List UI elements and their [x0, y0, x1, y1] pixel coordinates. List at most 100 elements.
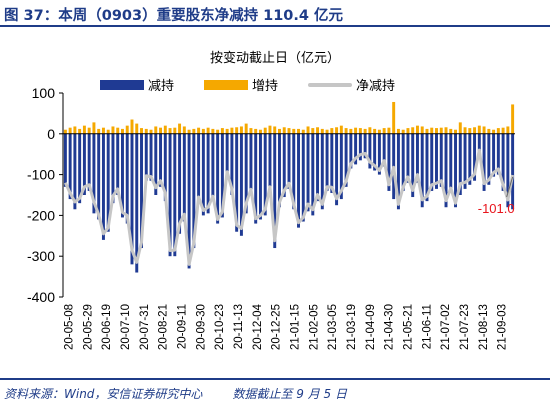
bar-reduce — [144, 133, 148, 181]
bar-reduce — [244, 133, 248, 214]
bar-reduce — [149, 133, 153, 181]
bar-increase — [225, 128, 229, 134]
bar-increase — [473, 127, 477, 134]
source-note: 资料来源：Wind，安信证券研究中心 — [4, 387, 203, 401]
bar-increase — [316, 127, 320, 134]
bar-reduce — [301, 133, 305, 222]
bar-increase — [287, 128, 291, 134]
bar-reduce — [68, 133, 72, 200]
bar-reduce — [320, 133, 324, 210]
bar-increase — [282, 127, 286, 134]
bar-reduce — [287, 133, 291, 189]
bar-reduce — [316, 133, 320, 202]
footer-divider — [0, 378, 550, 380]
bar-increase — [239, 126, 243, 134]
bar-increase — [392, 101, 396, 134]
x-tick-label: 20-12-25 — [271, 304, 283, 350]
bar-reduce — [425, 133, 429, 202]
x-tick-label: 21-07-02 — [440, 304, 452, 350]
x-tick-label: 21-04-30 — [384, 304, 396, 350]
bar-reduce — [511, 133, 515, 210]
bar-reduce — [278, 133, 281, 208]
bar-increase — [244, 123, 248, 134]
bar-increase — [182, 126, 186, 134]
bar-increase — [487, 128, 491, 134]
x-tick-label: 21-04-09 — [365, 304, 377, 350]
x-tick-label: 20-05-08 — [63, 304, 75, 350]
bar-reduce — [396, 133, 400, 210]
bar-increase — [396, 128, 400, 134]
bar-reduce — [192, 133, 196, 249]
bar-reduce — [406, 133, 410, 183]
legend-label-reduce: 减持 — [148, 79, 175, 94]
annotation-leader-line — [506, 176, 514, 198]
bar-reduce — [454, 133, 458, 208]
x-tick-label: 21-05-21 — [402, 304, 414, 350]
bar-reduce — [292, 133, 296, 210]
bar-increase — [373, 128, 377, 134]
bar-reduce — [220, 133, 224, 218]
bar-reduce — [373, 133, 377, 171]
bar-increase — [140, 128, 143, 134]
bar-reduce — [258, 133, 262, 220]
bar-increase — [358, 128, 362, 134]
y-tick-label: -100 — [27, 167, 55, 183]
x-tick-label: 20-07-10 — [120, 304, 132, 350]
chart-subtitle: 按变动截止日（亿元） — [209, 51, 340, 66]
bar-reduce — [354, 133, 358, 165]
bar-reduce — [263, 133, 267, 216]
x-tick-label: 21-06-11 — [421, 304, 433, 349]
bar-reduce — [73, 133, 77, 210]
bar-reduce — [101, 133, 105, 240]
bar-reduce — [282, 133, 286, 198]
bar-reduce — [435, 133, 438, 189]
bar-reduce — [211, 133, 215, 202]
bar-reduce — [468, 133, 472, 185]
x-tick-label: 20-08-21 — [158, 304, 170, 350]
bar-increase — [173, 127, 177, 134]
bar-increase — [258, 129, 262, 134]
bar-reduce — [154, 133, 158, 195]
bar-reduce — [482, 133, 486, 191]
bar-reduce — [458, 133, 462, 195]
bar-increase — [120, 128, 124, 134]
bar-increase — [268, 125, 272, 134]
bar-reduce — [63, 133, 67, 187]
bar-increase — [458, 122, 462, 134]
bar-increase — [439, 127, 443, 134]
bar-reduce — [487, 133, 491, 185]
x-tick-label: 21-03-05 — [327, 304, 339, 350]
bar-increase — [154, 126, 158, 134]
bar-reduce — [235, 133, 239, 232]
x-tick-label: 21-01-15 — [289, 304, 301, 350]
bar-reduce — [387, 133, 391, 191]
bar-increase — [401, 129, 405, 134]
footer: 资料来源：Wind，安信证券研究中心 数据截止至 9 月 5 日 — [4, 385, 347, 402]
bar-increase — [82, 125, 86, 134]
net-line — [64, 148, 515, 266]
bar-reduce — [254, 133, 258, 224]
bar-increase — [254, 128, 258, 134]
bar-reduce — [163, 133, 167, 202]
bar-increase — [320, 128, 324, 134]
bar-reduce — [444, 133, 448, 208]
bar-increase — [463, 127, 467, 134]
legend-item-net: 净减持 — [308, 75, 395, 94]
x-tick-label: 21-09-03 — [497, 304, 509, 350]
y-tick-label: -400 — [27, 289, 55, 305]
bar-increase — [144, 128, 148, 134]
bar-increase — [263, 127, 267, 134]
bar-increase — [292, 128, 296, 134]
bar-increase — [178, 123, 182, 134]
bar-reduce — [477, 133, 481, 159]
bar-increase — [492, 129, 496, 134]
bar-reduce — [506, 133, 510, 208]
bar-increase — [382, 128, 386, 134]
bar-increase — [425, 128, 429, 134]
y-tick-label: -200 — [27, 207, 55, 223]
bar-increase — [444, 127, 448, 134]
x-tick-label: 21-08-13 — [478, 304, 490, 350]
x-tick-label: 20-11-13 — [233, 304, 245, 349]
bar-reduce — [439, 133, 443, 187]
legend-item-increase: 增持 — [204, 75, 278, 94]
